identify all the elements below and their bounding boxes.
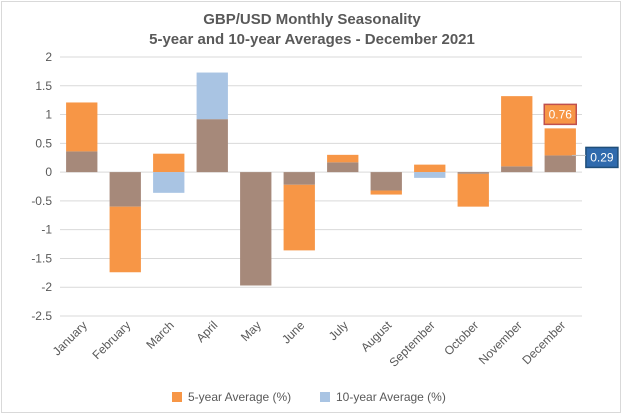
y-tick-label: 1.5 xyxy=(35,79,52,93)
x-tick-label: January xyxy=(50,318,90,358)
y-tick-label: -2.5 xyxy=(31,309,52,323)
legend-swatch xyxy=(320,392,330,402)
x-tick-label: October xyxy=(441,318,481,358)
bar-overlap-february xyxy=(109,172,141,207)
y-axis-ticks: 2 1.5 1 0.5 0 -0.5 -1 -1.5 -2 -2.5 xyxy=(31,50,52,323)
bar-5yr-november xyxy=(501,96,533,167)
legend-label: 10-year Average (%) xyxy=(336,390,446,404)
bar-overlap-december xyxy=(544,155,576,173)
x-axis-ticks: January February March April May June July Augu… xyxy=(50,318,569,370)
legend: 5-year Average (%) 10-year Average (%) xyxy=(172,390,446,404)
x-tick-label: July xyxy=(326,318,351,343)
x-tick-label: June xyxy=(279,318,308,347)
x-tick-label: April xyxy=(193,318,220,345)
x-tick-label: November xyxy=(476,318,525,367)
y-tick-label: -1 xyxy=(41,223,52,237)
y-tick-label: 0.5 xyxy=(35,136,52,150)
legend-label: 5-year Average (%) xyxy=(188,390,291,404)
legend-swatch xyxy=(172,392,182,402)
bar-overlap-january xyxy=(66,151,98,173)
gridlines xyxy=(60,56,582,317)
bar-5yr-october xyxy=(457,173,489,207)
x-tick-label: May xyxy=(238,318,264,344)
x-tick-label: February xyxy=(90,318,134,362)
bar-5yr-september xyxy=(414,164,446,173)
bar-overlap-november xyxy=(501,166,533,173)
bar-5yr-july xyxy=(327,154,359,163)
bar-5yr-december xyxy=(544,128,576,156)
bar-10yr-september xyxy=(414,172,446,178)
bar-5yr-january xyxy=(66,102,98,152)
bar-5yr-august xyxy=(370,190,402,195)
callout-label: 0.76 xyxy=(549,107,573,121)
bar-5yr-february xyxy=(109,206,141,273)
x-tick-label: August xyxy=(358,318,395,355)
callout-label: 0.29 xyxy=(590,150,614,164)
y-tick-label: 2 xyxy=(45,50,52,64)
y-tick-label: 1 xyxy=(45,108,52,122)
y-tick-label: -2 xyxy=(41,280,52,294)
bar-overlap-april xyxy=(196,119,228,173)
chart-title-line2: 5-year and 10-year Averages - December 2… xyxy=(149,31,475,48)
y-tick-label: 0 xyxy=(45,165,52,179)
y-tick-label: -0.5 xyxy=(31,194,52,208)
bar-10yr-april xyxy=(196,72,228,120)
x-tick-label: March xyxy=(143,318,176,351)
bar-5yr-march xyxy=(153,153,185,173)
x-tick-label: December xyxy=(519,318,568,367)
bar-overlap-may xyxy=(240,172,272,286)
bar-10yr-march xyxy=(153,172,185,193)
y-tick-label: -1.5 xyxy=(31,251,52,265)
x-tick-label: September xyxy=(386,318,437,369)
bars xyxy=(66,72,576,286)
bar-overlap-october xyxy=(457,172,489,174)
callout-box xyxy=(543,103,577,126)
bar-overlap-july xyxy=(327,162,359,173)
bar-overlap-august xyxy=(370,172,402,191)
bar-overlap-june xyxy=(283,172,315,185)
callouts: 0.76 0.29 xyxy=(543,103,619,169)
bar-5yr-june xyxy=(283,184,315,251)
callout-box xyxy=(585,146,619,169)
chart-title-line1: GBP/USD Monthly Seasonality xyxy=(203,11,421,28)
